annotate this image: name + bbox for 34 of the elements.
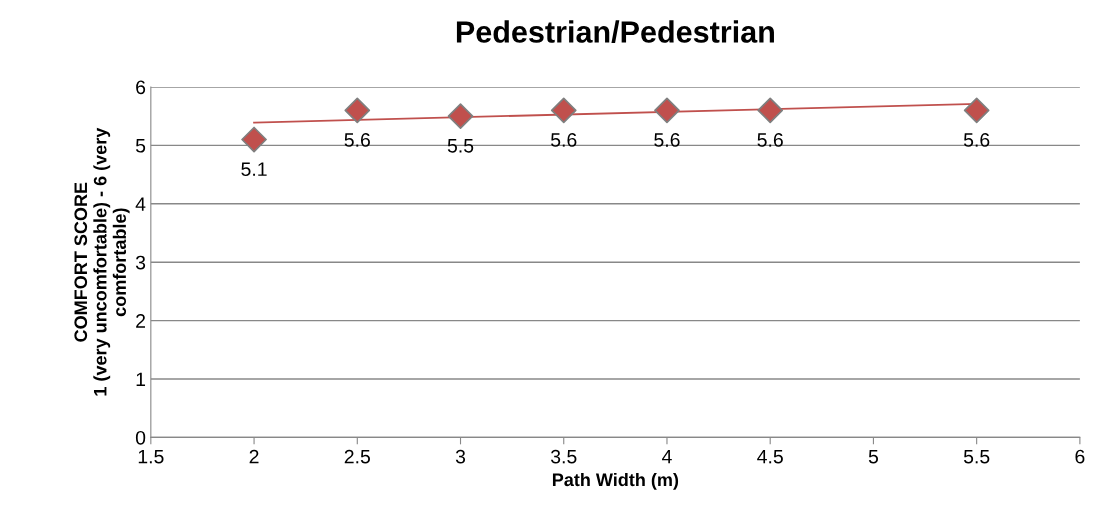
data-label: 5.6 <box>551 133 577 147</box>
data-label: 5.6 <box>654 133 680 147</box>
point <box>447 103 474 130</box>
point <box>963 97 990 124</box>
x-tick-label: 4.5 <box>757 449 783 464</box>
data-label: 5.5 <box>447 139 474 153</box>
y-tick-label: 1 <box>136 372 146 387</box>
x-tick-label: 2.5 <box>344 449 370 464</box>
point <box>241 126 267 153</box>
y-tick-label: 3 <box>135 255 146 270</box>
data-label: 5.6 <box>757 133 783 147</box>
y-tick-label: 4 <box>135 197 146 211</box>
point <box>550 97 577 124</box>
x-axis-title: Path Width (m) <box>552 472 679 490</box>
y-tick-label: 6 <box>136 80 146 95</box>
x-tick-label: 4 <box>662 449 672 464</box>
point <box>344 97 371 124</box>
x-tick-label: 5.5 <box>963 449 990 464</box>
chart-title: Pedestrian/Pedestrian <box>456 20 774 44</box>
data-label: 5.6 <box>963 133 990 147</box>
y-tick-label: 5 <box>135 139 146 153</box>
x-tick-label: 6 <box>1075 449 1085 464</box>
x-tick-label: 1.5 <box>138 449 164 464</box>
y-axis-title: COMFORT SCORE 1 (very uncomfortable) - 6 (very comfortable) <box>74 127 130 396</box>
x-tick-label: 3.5 <box>550 449 577 464</box>
y-tick-label: 2 <box>136 314 145 328</box>
x-tick-label: 3 <box>455 449 466 464</box>
y-tick-label: 0 <box>135 430 146 445</box>
point <box>757 97 784 124</box>
x-tick-label: 5 <box>868 449 879 464</box>
data-label: 5.1 <box>241 162 267 177</box>
data-label: 5.6 <box>344 133 370 147</box>
point <box>654 97 680 124</box>
x-tick-label: 2 <box>249 449 259 464</box>
